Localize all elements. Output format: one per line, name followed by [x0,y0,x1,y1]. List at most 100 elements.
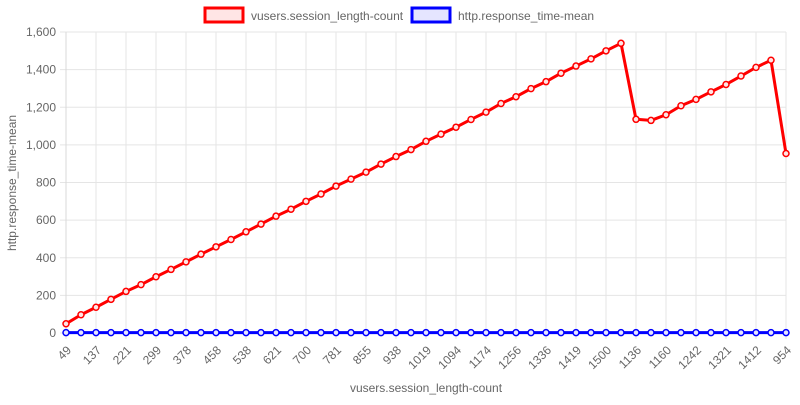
x-tick-label: 1019 [405,343,434,372]
legend-swatch-response-time-mean [410,6,452,24]
data-point-http-response-time-mean [77,328,85,337]
y-tick-label: 1,400 [26,63,56,77]
data-point-vusers-session-length-count [302,197,310,206]
data-point-vusers-session-length-count [422,137,430,146]
y-axis-title: http.response_time-mean [5,115,19,251]
data-point-vusers-session-length-count [212,243,220,251]
data-point-http-response-time-mean [752,328,760,337]
data-point-vusers-session-length-count [527,84,535,93]
data-point-http-response-time-mean [542,328,550,337]
data-point-vusers-session-length-count [662,111,670,119]
data-point-http-response-time-mean [617,328,625,337]
x-tick-label: 221 [110,343,134,367]
data-point-http-response-time-mean [137,328,145,337]
x-tick-label: 1336 [525,343,554,372]
data-point-http-response-time-mean [557,328,565,337]
data-point-vusers-session-length-count [167,265,175,274]
data-point-http-response-time-mean [602,328,610,337]
data-point-http-response-time-mean [332,328,340,337]
data-point-vusers-session-length-count [542,77,550,86]
x-tick-label: 1242 [675,343,704,372]
data-point-http-response-time-mean [197,328,205,337]
data-point-http-response-time-mean [392,328,400,337]
data-point-http-response-time-mean [662,328,670,337]
x-tick-label: 855 [350,343,374,367]
data-point-http-response-time-mean [317,328,325,337]
x-tick-label: 1419 [555,343,584,372]
data-point-vusers-session-length-count [572,62,580,70]
data-point-http-response-time-mean [587,328,595,337]
legend-item-session-length-count[interactable]: vusers.session_length-count [203,6,404,24]
data-point-vusers-session-length-count [707,88,715,96]
x-axis-title: vusers.session_length-count [350,381,503,395]
x-tick-label: 954 [770,343,794,367]
data-point-vusers-session-length-count [632,115,640,124]
y-tick-label: 1,600 [26,25,56,39]
data-point-http-response-time-mean [737,328,745,337]
data-point-http-response-time-mean [647,328,655,337]
legend-label-response-time-mean: http.response_time-mean [458,9,594,23]
x-tick-label: 621 [260,343,284,367]
data-point-vusers-session-length-count [377,160,385,168]
data-point-vusers-session-length-count [317,190,325,198]
x-tick-label: 137 [80,343,104,367]
legend-label-session-length-count: vusers.session_length-count [251,9,404,23]
data-point-vusers-session-length-count [227,235,235,244]
data-point-vusers-session-length-count [77,311,85,319]
y-tick-label: 200 [36,288,56,302]
data-point-vusers-session-length-count [617,39,625,48]
data-point-vusers-session-length-count [602,47,610,55]
data-point-vusers-session-length-count [737,72,745,80]
data-point-vusers-session-length-count [347,175,355,183]
data-point-vusers-session-length-count [257,220,265,228]
series-group [62,39,790,337]
y-tick-label: 1,000 [26,138,56,152]
data-point-http-response-time-mean [767,328,775,337]
data-point-http-response-time-mean [107,328,115,337]
y-tick-label: 1,200 [26,100,56,114]
data-point-vusers-session-length-count [107,295,115,304]
data-point-vusers-session-length-count [182,258,190,266]
data-point-http-response-time-mean [572,328,580,337]
x-tick-label: 538 [230,343,254,367]
data-point-http-response-time-mean [362,328,370,337]
data-point-vusers-session-length-count [287,205,295,213]
data-point-vusers-session-length-count [197,250,205,258]
data-point-vusers-session-length-count [62,320,70,328]
x-tick-label: 938 [380,343,404,367]
data-point-http-response-time-mean [482,328,490,337]
data-point-http-response-time-mean [632,328,640,337]
data-point-vusers-session-length-count [482,108,490,116]
legend[interactable]: vusers.session_length-count http.respons… [203,6,594,24]
grid [60,31,787,339]
data-point-vusers-session-length-count [392,152,400,161]
x-tick-label: 458 [200,343,224,367]
y-tick-label: 600 [36,213,56,227]
data-point-http-response-time-mean [182,328,190,337]
x-tick-label: 49 [55,343,75,363]
data-point-vusers-session-length-count [497,99,505,108]
x-tick-label: 1500 [585,343,614,372]
data-point-vusers-session-length-count [242,228,250,236]
data-point-http-response-time-mean [257,328,265,337]
data-point-http-response-time-mean [692,328,700,337]
data-point-http-response-time-mean [227,328,235,337]
data-point-vusers-session-length-count [557,69,565,77]
x-tick-label: 299 [140,343,164,367]
x-tick-label: 1094 [435,343,464,372]
data-point-http-response-time-mean [212,328,220,337]
x-tick-label: 781 [320,343,344,367]
axes: 0 200 400 600 800 1,000 1,200 1,400 1,600 49 137 22… [26,25,794,372]
data-point-http-response-time-mean [467,328,475,337]
data-point-http-response-time-mean [512,328,520,337]
legend-item-response-time-mean[interactable]: http.response_time-mean [410,6,594,24]
data-point-vusers-session-length-count [512,92,520,101]
data-point-vusers-session-length-count [647,116,655,125]
data-point-vusers-session-length-count [467,115,475,124]
legend-swatch-session-length-count [203,6,245,24]
data-point-http-response-time-mean [707,328,715,337]
data-point-http-response-time-mean [422,328,430,337]
y-tick-label: 800 [36,176,56,190]
